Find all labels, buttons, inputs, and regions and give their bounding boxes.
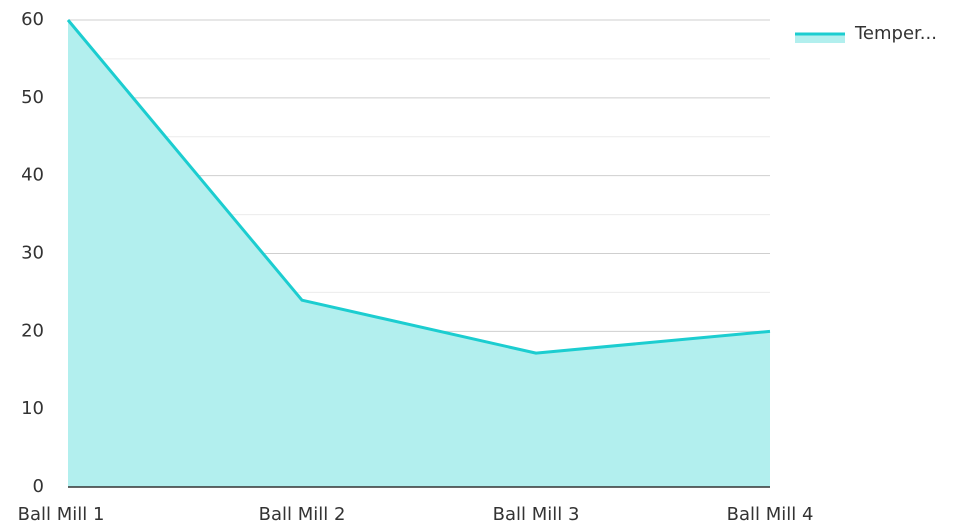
x-tick-label: Ball Mill 2 [259,504,346,525]
y-tick-label: 40 [21,165,44,186]
y-tick-label: 10 [21,398,44,419]
y-tick-label: 0 [33,476,44,497]
x-tick-label: Ball Mill 3 [493,504,580,525]
y-tick-label: 50 [21,87,44,108]
y-tick-label: 30 [21,243,44,264]
x-tick-label: Ball Mill 4 [727,504,814,525]
line [66,19,771,355]
legend-swatch [795,34,845,43]
area [68,20,770,487]
legend-label: Temper... [854,23,937,44]
y-tick-label: 60 [21,9,44,30]
x-tick-label: Ball Mill 1 [18,504,105,525]
y-tick-label: 20 [21,320,44,341]
